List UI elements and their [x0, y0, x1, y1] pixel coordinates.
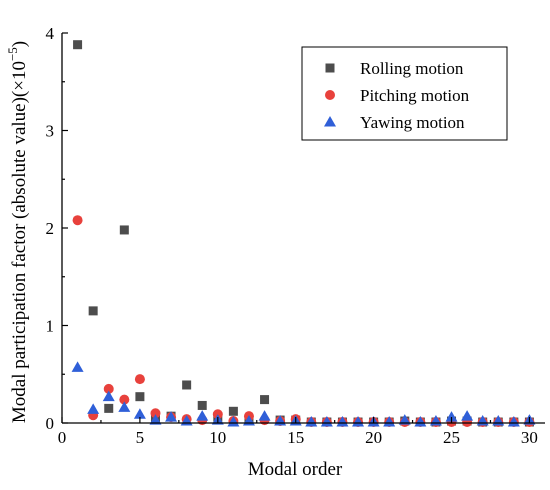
data-point — [104, 403, 114, 413]
data-point — [320, 416, 333, 427]
y-tick-label: 0 — [46, 414, 55, 433]
data-point — [150, 408, 161, 419]
y-tick-label: 3 — [46, 122, 55, 141]
data-point — [507, 416, 520, 427]
data-point — [197, 400, 207, 410]
y-axis-title-main: Modal participation factor (absolute val… — [9, 61, 30, 423]
y-axis-title-close: ) — [9, 41, 30, 47]
data-point — [102, 390, 115, 402]
legend-label: Yawing motion — [360, 113, 465, 132]
data-point — [119, 225, 129, 235]
data-point — [73, 40, 83, 50]
y-axis-title-exponent: −5 — [5, 47, 20, 61]
data-point — [228, 406, 238, 416]
data-point — [227, 416, 240, 427]
data-point — [134, 374, 145, 385]
data-point — [103, 383, 114, 394]
axes: 0 5 10 15 20 25 30 0 1 2 3 4 — [46, 24, 545, 447]
x-axis-title: Modal order — [248, 459, 343, 480]
x-tick-label: 25 — [443, 428, 460, 447]
y-axis-title: Modal participation factor (absolute val… — [5, 41, 30, 423]
x-tick-label: 20 — [365, 428, 382, 447]
data-point — [119, 394, 130, 405]
data-point — [72, 215, 83, 226]
data-point — [71, 361, 84, 372]
data-point — [336, 416, 349, 427]
data-point — [352, 416, 365, 427]
legend-marker-triangle — [324, 116, 336, 127]
legend: Rolling motion Pitching motion Yawing moti… — [301, 46, 508, 141]
legend-label: Rolling motion — [360, 59, 464, 78]
data-point — [118, 401, 131, 412]
data-point — [196, 410, 209, 421]
data-point — [260, 395, 270, 405]
data-point — [149, 414, 162, 425]
legend-box — [301, 46, 508, 141]
x-tick-label: 10 — [209, 428, 226, 447]
x-tick-label: 15 — [287, 428, 304, 447]
legend-marker-circle — [325, 90, 335, 100]
data-point — [133, 408, 146, 419]
data-point — [398, 414, 411, 425]
x-tick-label: 30 — [521, 428, 538, 447]
y-tick-label: 1 — [46, 317, 55, 336]
data-point — [87, 403, 100, 414]
data-point — [182, 380, 192, 390]
x-tick-label: 0 — [58, 428, 67, 447]
data-point — [305, 416, 318, 427]
legend-label: Pitching motion — [360, 86, 470, 105]
y-tick-label: 2 — [46, 219, 55, 238]
legend-marker-square — [325, 63, 335, 73]
y-tick-label: 4 — [46, 24, 55, 43]
data-point — [258, 410, 271, 421]
data-point — [445, 411, 458, 422]
data-point — [461, 410, 474, 421]
data-point — [414, 416, 427, 427]
data-point — [165, 411, 178, 422]
data-point — [135, 392, 145, 402]
x-tick-label: 5 — [136, 428, 145, 447]
data-point — [88, 306, 98, 316]
data-point — [383, 416, 396, 427]
